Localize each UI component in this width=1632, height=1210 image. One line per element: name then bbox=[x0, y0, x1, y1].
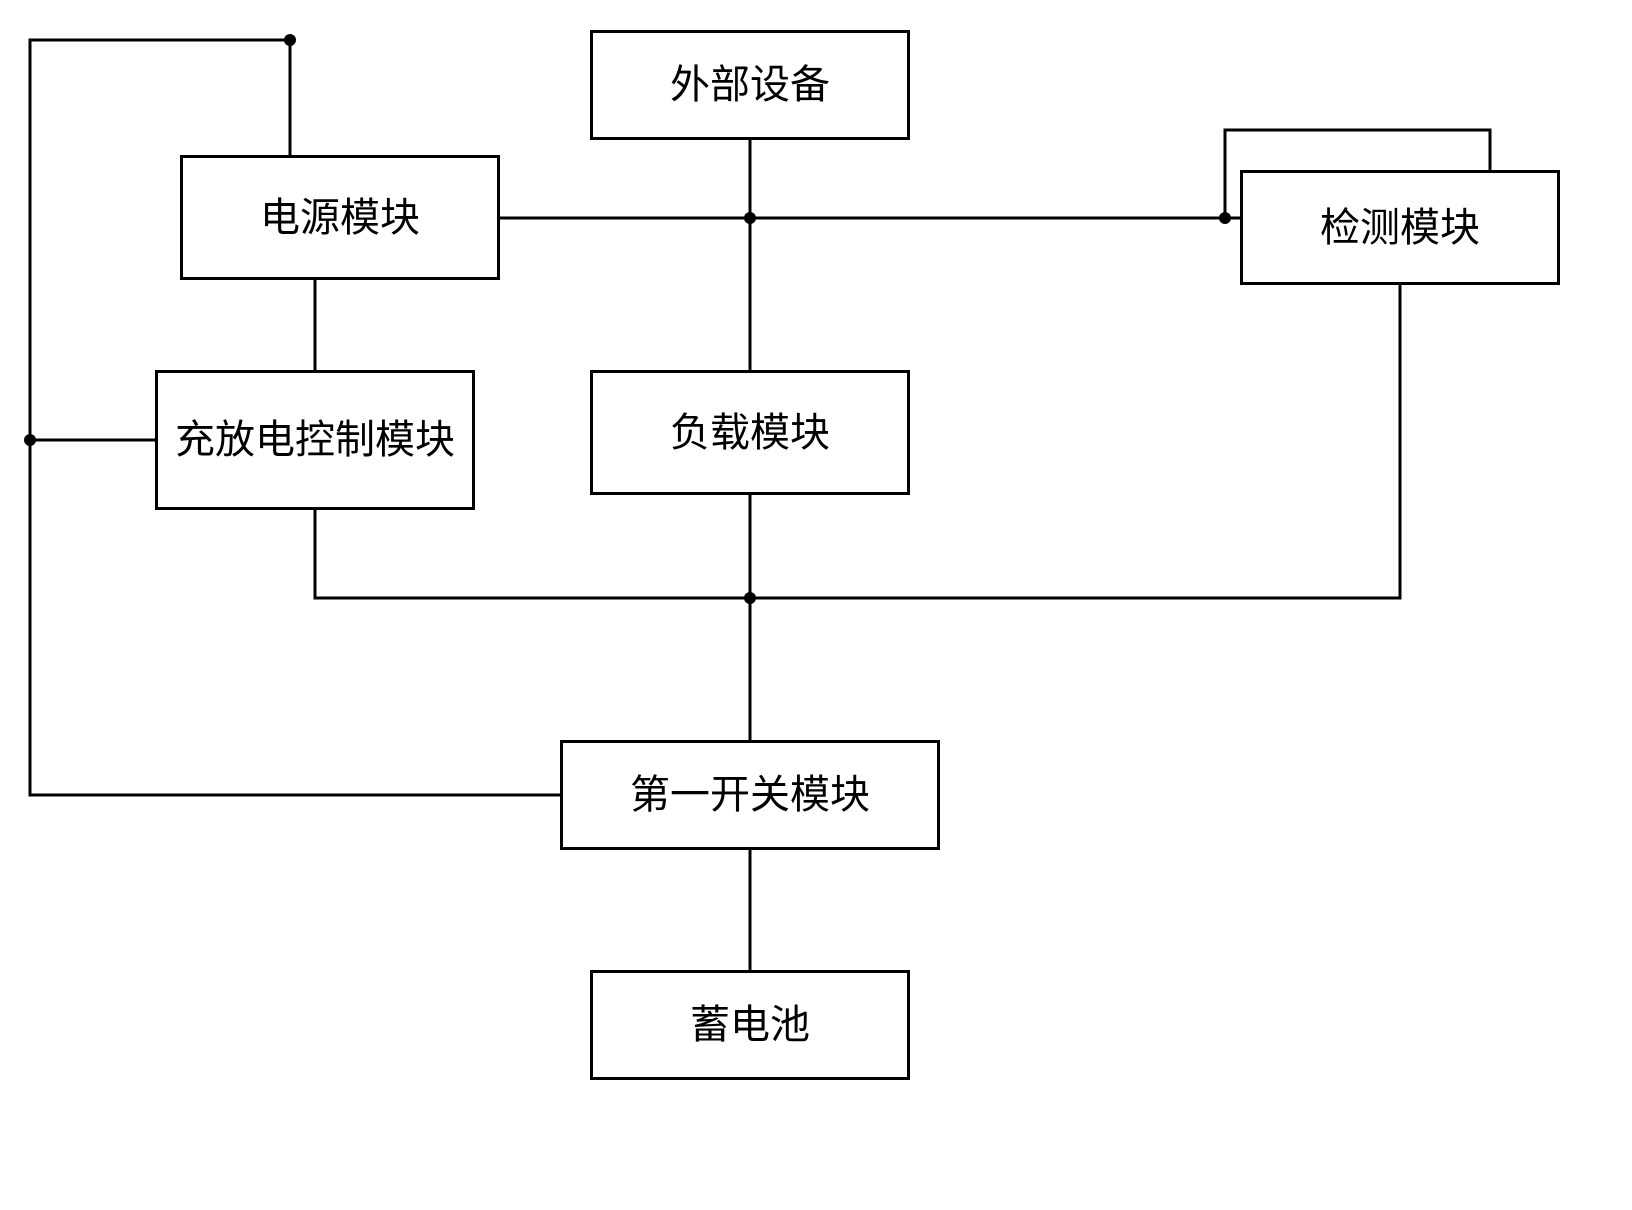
node-detect-module: 检测模块 bbox=[1240, 170, 1560, 285]
edge bbox=[315, 510, 750, 598]
node-label: 充放电控制模块 bbox=[175, 415, 455, 465]
node-label: 外部设备 bbox=[670, 60, 830, 110]
junction-dot bbox=[284, 34, 296, 46]
junction-dot bbox=[744, 212, 756, 224]
node-power-module: 电源模块 bbox=[180, 155, 500, 280]
node-load-module: 负载模块 bbox=[590, 370, 910, 495]
junction-dot bbox=[744, 592, 756, 604]
node-external-device: 外部设备 bbox=[590, 30, 910, 140]
node-label: 电源模块 bbox=[260, 193, 420, 243]
node-charge-module: 充放电控制模块 bbox=[155, 370, 475, 510]
node-battery: 蓄电池 bbox=[590, 970, 910, 1080]
junction-dot bbox=[24, 434, 36, 446]
node-label: 检测模块 bbox=[1320, 203, 1480, 253]
node-label: 第一开关模块 bbox=[630, 770, 870, 820]
junction-dot bbox=[1219, 212, 1231, 224]
node-label: 蓄电池 bbox=[690, 1000, 810, 1050]
node-switch-module: 第一开关模块 bbox=[560, 740, 940, 850]
node-label: 负载模块 bbox=[670, 408, 830, 458]
diagram-canvas: 外部设备 电源模块 检测模块 充放电控制模块 负载模块 第一开关模块 蓄电池 bbox=[0, 0, 1632, 1210]
